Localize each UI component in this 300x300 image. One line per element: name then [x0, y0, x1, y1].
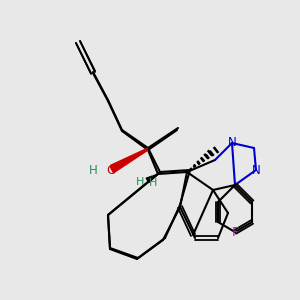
Text: H: H: [136, 177, 144, 187]
Polygon shape: [110, 148, 148, 171]
Text: F: F: [231, 226, 239, 238]
Text: H: H: [89, 164, 98, 176]
Text: N: N: [252, 164, 260, 176]
Text: O: O: [106, 164, 116, 176]
Polygon shape: [110, 150, 148, 173]
Text: N: N: [228, 136, 236, 149]
Text: H: H: [148, 178, 157, 188]
